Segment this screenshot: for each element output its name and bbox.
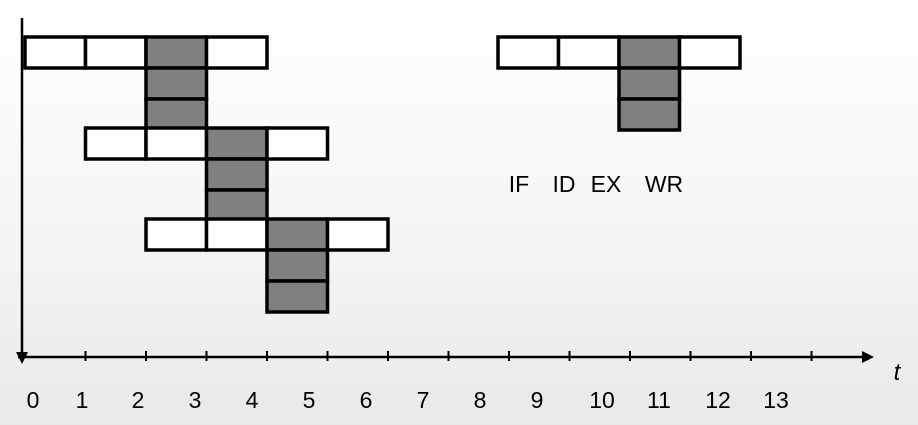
stage-cell-wr <box>677 35 742 70</box>
stage-cell-if <box>496 35 561 70</box>
tick-label: 1 <box>76 387 89 413</box>
tick-label: 0 <box>27 387 40 413</box>
stage-cell-ex-repeat <box>265 279 330 314</box>
legend-label-if: IF <box>509 171 529 197</box>
stage-cell-ex-repeat <box>265 248 330 283</box>
stage-cell-id <box>204 217 269 252</box>
instruction-2 <box>83 126 330 223</box>
instruction-1 <box>23 35 269 132</box>
stage-cell-ex-repeat <box>144 66 209 101</box>
tick-label: 8 <box>474 387 487 413</box>
legend-label-id: ID <box>553 171 576 197</box>
tick-label: 3 <box>189 387 202 413</box>
legend-pipeline: IF ID EX WR <box>496 35 742 197</box>
tick-label: 5 <box>303 387 316 413</box>
stage-cell-id <box>556 35 621 70</box>
pipeline-instructions <box>23 35 390 314</box>
stage-cell-if <box>144 217 209 252</box>
stage-cell-ex <box>144 35 209 70</box>
stage-cell-if <box>83 126 148 161</box>
stage-cell-wr <box>325 217 390 252</box>
stage-cell-ex-repeat <box>617 66 682 101</box>
stage-cell-ex <box>204 126 269 161</box>
time-axis: 0 1 2 3 4 5 6 7 8 9 10 11 12 13t <box>16 18 902 413</box>
legend-pipeline-boxes <box>496 35 742 132</box>
tick-label: 12 <box>705 387 731 413</box>
tick-label: 7 <box>417 387 430 413</box>
t-axis-arrowhead <box>862 351 874 363</box>
t-axis-label: t <box>894 359 902 386</box>
stage-cell-ex <box>265 217 330 252</box>
tick-label: 6 <box>360 387 373 413</box>
stage-cell-wr <box>204 35 269 70</box>
stage-cell-id <box>144 126 209 161</box>
tick-label: 13 <box>763 387 789 413</box>
stage-cell-ex-repeat <box>617 97 682 132</box>
tick-label: 10 <box>589 387 615 413</box>
stage-cell-ex-repeat <box>144 97 209 132</box>
stage-cell-ex <box>617 35 682 70</box>
tick-label: 9 <box>531 387 544 413</box>
stage-cell-ex-repeat <box>204 157 269 192</box>
stage-cell-if <box>23 35 88 70</box>
tick-label: 11 <box>647 387 671 413</box>
stage-cell-id <box>83 35 148 70</box>
legend-label-wr: WR <box>645 171 683 197</box>
instruction-3 <box>144 217 390 314</box>
legend-label-ex: EX <box>591 171 622 197</box>
stage-cell-wr <box>265 126 330 161</box>
tick-label: 4 <box>246 387 259 413</box>
tick-label: 2 <box>132 387 145 413</box>
stage-cell-ex-repeat <box>204 188 269 223</box>
